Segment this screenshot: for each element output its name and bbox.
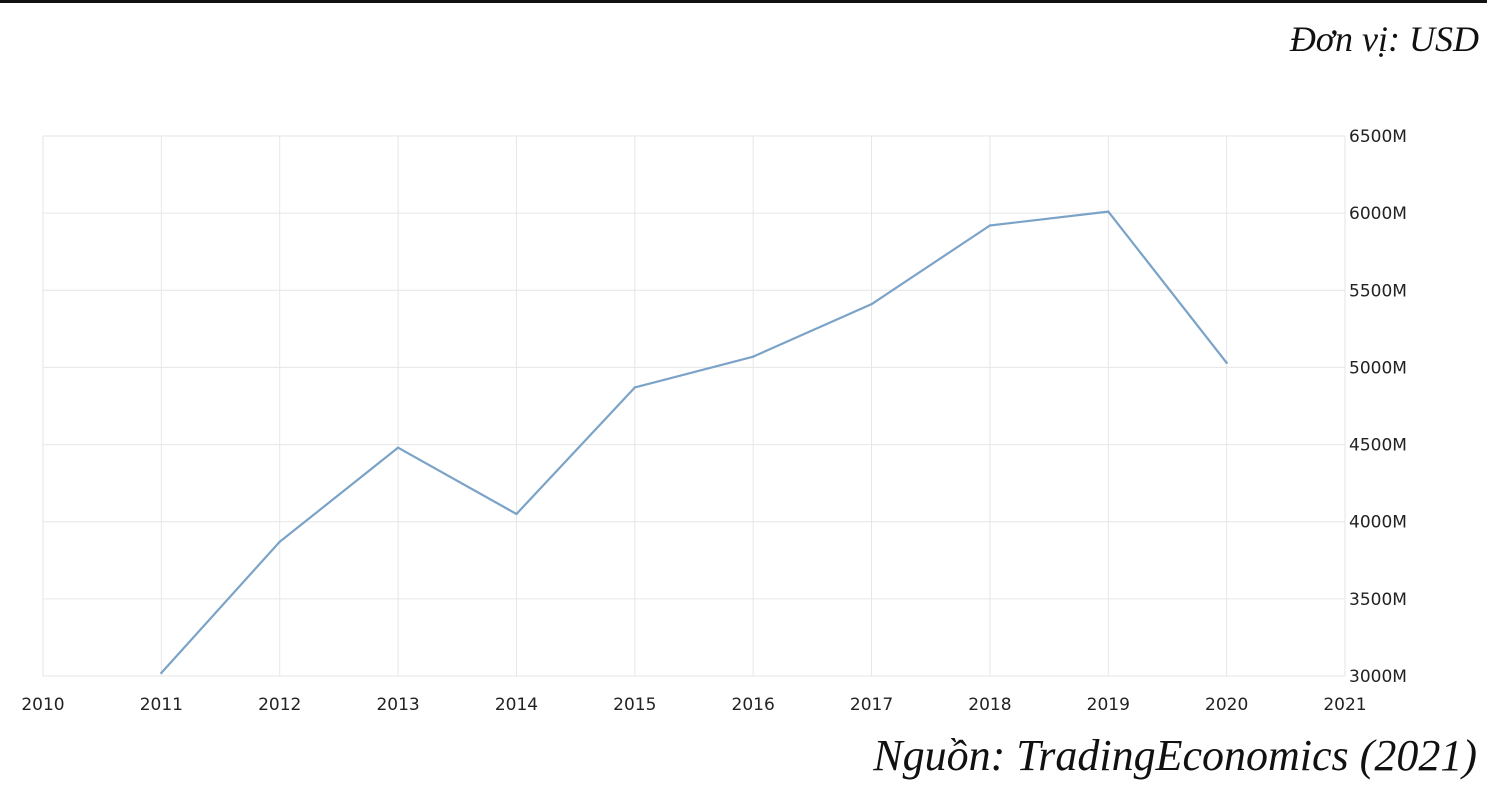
x-tick-label: 2012 [258,695,301,715]
y-tick-label: 3000M [1349,667,1407,687]
series-line [160,210,1228,675]
y-tick-label: 5500M [1349,281,1407,301]
data-point [870,302,873,306]
data-point [515,512,518,516]
series-layer [160,210,1228,675]
x-tick-label: 2015 [613,695,656,715]
x-tick-label: 2011 [140,695,183,715]
x-tick-label: 2016 [732,695,775,715]
x-tick-label: 2013 [376,695,419,715]
data-point [278,540,281,543]
x-tick-label: 2010 [21,695,64,715]
y-axis-ticks: 3000M 3500M 4000M 4500M 5000M 5500M 6000M 6500M [1349,127,1407,687]
grid [42,135,1346,677]
data-point [988,224,992,227]
x-tick-label: 2021 [1323,695,1366,715]
data-point [160,671,163,675]
x-axis-ticks: 2010 2011 2012 2013 2014 2015 2016 2017 2018 2019… [21,695,1366,715]
y-tick-label: 4500M [1349,436,1407,456]
y-tick-label: 6000M [1349,204,1407,224]
data-point [1107,210,1110,213]
y-tick-label: 3500M [1349,590,1407,610]
data-point [633,386,637,389]
y-tick-label: 5000M [1349,358,1407,378]
data-point [751,355,755,358]
data-point [396,446,400,449]
x-tick-label: 2019 [1087,695,1130,715]
y-tick-label: 6500M [1349,127,1407,147]
source-note: Nguồn: TradingEconomics (2021) [873,731,1477,780]
data-point [1225,361,1228,364]
top-rule [0,0,1487,3]
x-tick-label: 2017 [850,695,893,715]
x-tick-label: 2018 [968,695,1011,715]
unit-note: Đơn vị: USD [1289,19,1479,59]
x-tick-label: 2020 [1205,695,1248,715]
y-tick-label: 4000M [1349,513,1407,533]
x-tick-label: 2014 [495,695,538,715]
